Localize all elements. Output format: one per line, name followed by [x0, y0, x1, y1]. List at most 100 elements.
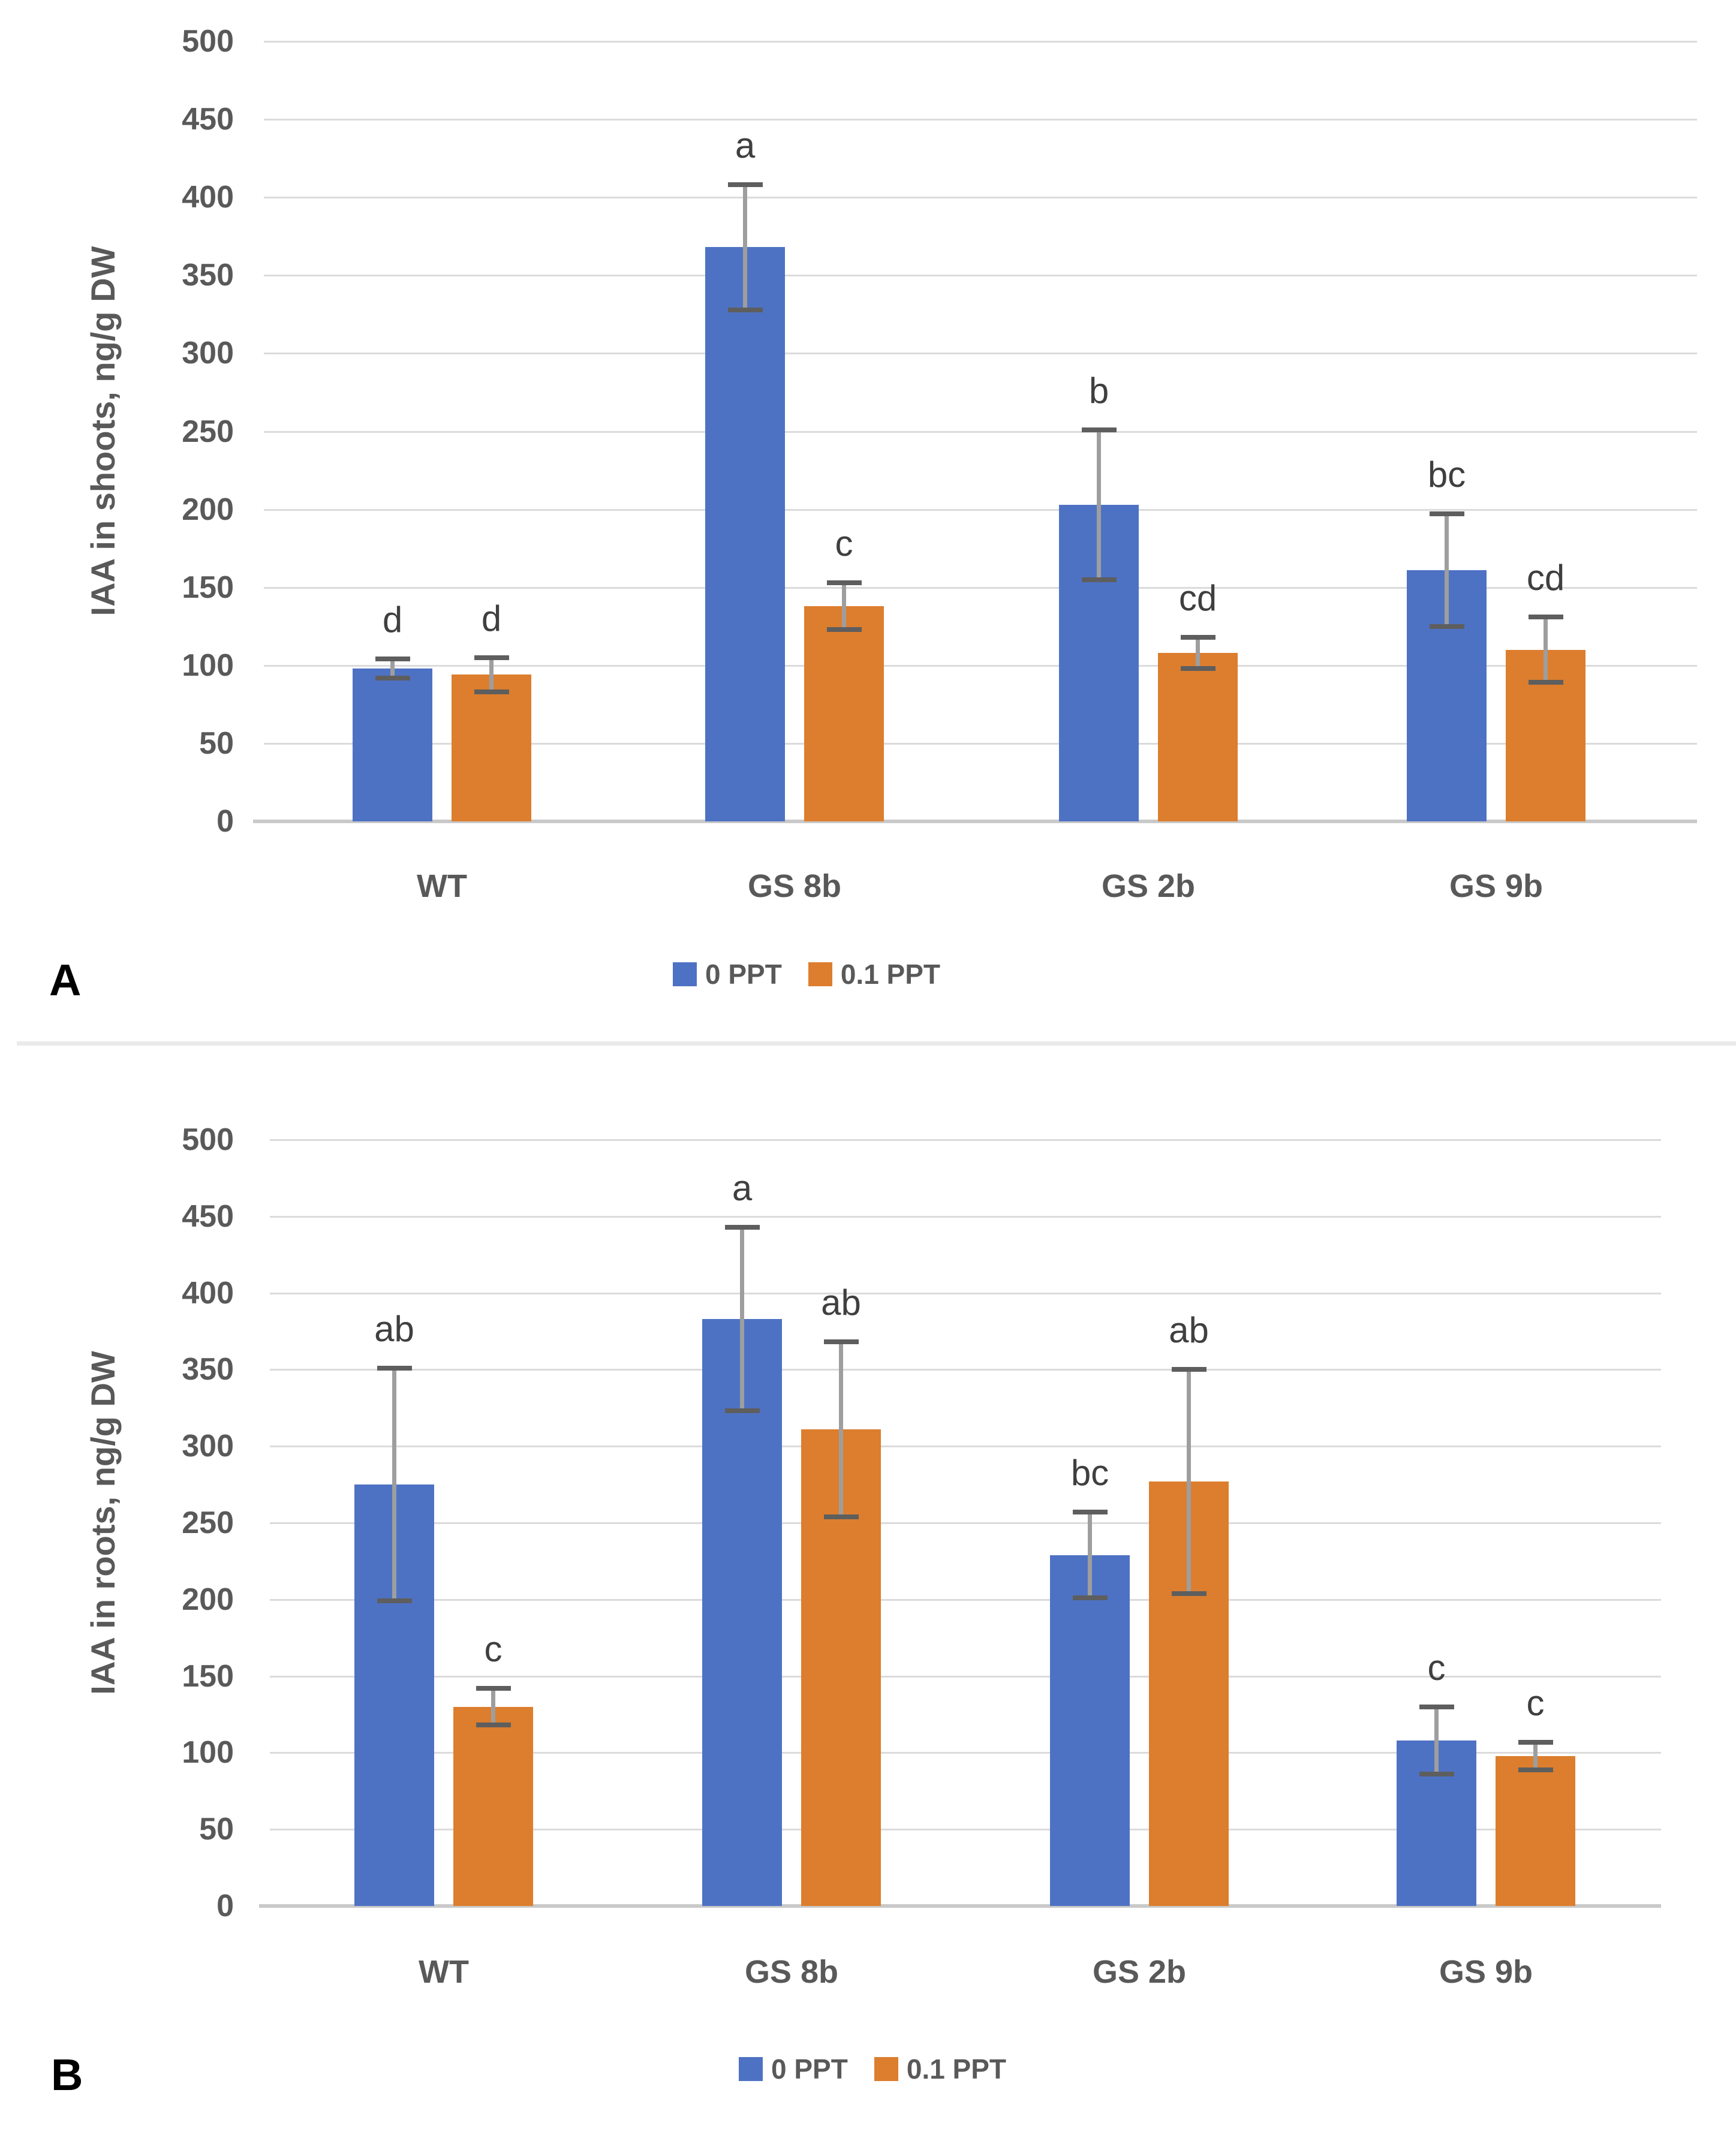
significance-letter: d [382, 600, 403, 640]
error-bar-cap-top [377, 1365, 412, 1371]
bar-0p1ppt-gs8b [804, 606, 884, 821]
y-tick-label: 500 [182, 24, 234, 59]
gridline [264, 586, 1697, 589]
gridline [264, 41, 1697, 43]
panel-divider [17, 1041, 1736, 1046]
legend-item-0p1ppt: 0.1 PPT [808, 958, 940, 990]
significance-letter: bc [1070, 1453, 1109, 1493]
significance-letter: ab [821, 1282, 861, 1323]
error-bar-cap-bottom [1528, 680, 1563, 685]
significance-letter: b [1088, 370, 1109, 411]
error-bar-cap-bottom [826, 627, 862, 632]
error-bar-cap-top [1180, 634, 1215, 640]
error-bar-cap-bottom [377, 1598, 412, 1604]
bar-0ppt-gs2b [1050, 1555, 1130, 1906]
error-bar-stem [1544, 617, 1548, 683]
gridline [264, 197, 1697, 199]
y-tick-label: 0 [216, 1889, 234, 1923]
gridline [264, 664, 1697, 667]
gridline [270, 1675, 1661, 1678]
legend: 0 PPT 0.1 PPT [673, 958, 940, 990]
error-bar-cap-top [476, 1686, 511, 1691]
y-tick-label: 350 [182, 258, 234, 293]
error-bar-cap-top [1518, 1739, 1553, 1745]
legend-item-0ppt: 0 PPT [739, 2053, 848, 2085]
error-bar-stem [1097, 429, 1101, 580]
bar-0p1ppt-wt [453, 1706, 533, 1906]
y-tick-label: 200 [182, 1582, 234, 1617]
error-bar-stem [740, 1227, 744, 1411]
y-tick-label: 500 [182, 1122, 234, 1157]
error-bar-stem [1533, 1742, 1538, 1770]
significance-letter: a [732, 1167, 753, 1208]
y-tick-label: 400 [182, 1275, 234, 1311]
bar-0p1ppt-gs9b [1496, 1755, 1575, 1906]
y-tick-label: 0 [216, 804, 234, 839]
gridline [270, 1446, 1661, 1448]
significance-letter: c [1526, 1682, 1545, 1723]
error-bar-cap-top [1528, 615, 1563, 620]
error-bar-cap-top [823, 1339, 859, 1345]
error-bar-stem [743, 185, 747, 310]
gridline [264, 353, 1697, 355]
bar-0p1ppt-wt [452, 674, 531, 821]
legend-swatch-0ppt [739, 2057, 763, 2081]
gridline [270, 1139, 1661, 1141]
y-tick-label: 300 [182, 1429, 234, 1464]
x-category-label: GS 9b [1439, 1954, 1533, 1990]
error-bar-cap-bottom [476, 1723, 511, 1728]
significance-letter: ab [374, 1308, 414, 1349]
bar-0ppt-wt [353, 668, 432, 821]
significance-letter: d [481, 598, 502, 639]
x-category-label: WT [419, 1954, 469, 1990]
error-bar-cap-top [826, 580, 862, 585]
error-bar-stem [842, 582, 846, 630]
bar-0ppt-gs8b [705, 247, 785, 821]
y-tick-label: 150 [182, 570, 234, 605]
error-bar-cap-top [724, 1224, 760, 1230]
y-tick-label: 300 [182, 336, 234, 371]
error-bar-stem [1196, 637, 1200, 668]
error-bar-cap-bottom [1518, 1767, 1553, 1772]
significance-letter: c [1427, 1647, 1446, 1688]
bar-0p1ppt-gs2b [1158, 652, 1238, 821]
gridline [264, 119, 1697, 121]
x-category-label: GS 8b [747, 868, 842, 904]
x-category-label: GS 2b [1101, 868, 1196, 904]
error-bar-cap-bottom [1171, 1591, 1207, 1596]
legend-label: 0 PPT [771, 2053, 848, 2085]
error-bar-cap-top [1171, 1367, 1207, 1372]
y-tick-label: 250 [182, 1505, 234, 1540]
gridline [264, 430, 1697, 433]
significance-letter: cd [1178, 577, 1217, 618]
gridline [270, 1598, 1661, 1601]
error-bar-cap-bottom [1429, 624, 1464, 629]
error-bar-stem [1434, 1706, 1439, 1775]
y-tick-label: 350 [182, 1352, 234, 1387]
x-axis-line [259, 1904, 1661, 1908]
error-bar-stem [1088, 1512, 1092, 1598]
y-tick-label: 400 [182, 180, 234, 215]
y-tick-label: 150 [182, 1658, 234, 1694]
significance-letter: c [484, 1629, 503, 1670]
error-bar-cap-top [1072, 1510, 1108, 1515]
legend-item-0ppt: 0 PPT [673, 958, 782, 990]
panel-label-b: B [51, 2050, 83, 2100]
error-bar-stem [489, 657, 494, 692]
legend: 0 PPT 0.1 PPT [739, 2053, 1006, 2085]
significance-letter: ab [1169, 1310, 1209, 1351]
y-tick-label: 50 [199, 725, 234, 761]
legend-swatch-0p1ppt [808, 962, 832, 986]
panel-label-a: A [49, 955, 82, 1005]
gridline [270, 1829, 1661, 1831]
gridline [270, 1292, 1661, 1294]
error-bar-cap-top [1429, 511, 1464, 517]
error-bar-stem [491, 1688, 495, 1726]
x-category-label: GS 2b [1092, 1954, 1187, 1990]
y-tick-label: 100 [182, 1735, 234, 1770]
gridline [264, 742, 1697, 745]
significance-letter: a [735, 125, 756, 166]
y-tick-label: 450 [182, 102, 234, 137]
error-bar-cap-top [727, 182, 763, 188]
error-bar-stem [1445, 514, 1449, 627]
